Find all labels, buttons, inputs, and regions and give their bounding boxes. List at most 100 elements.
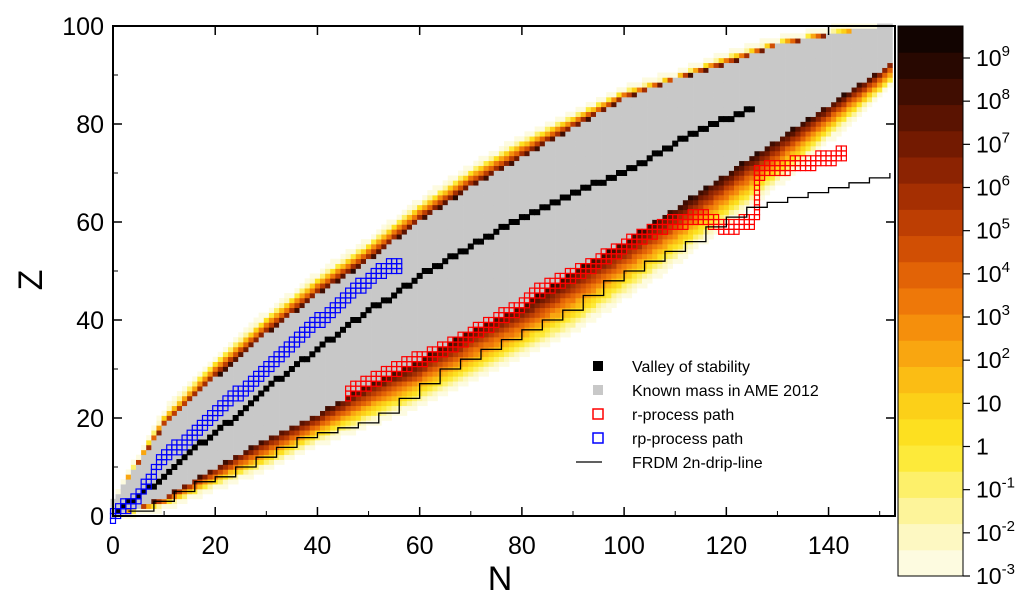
nuclide-cell <box>529 302 535 309</box>
nuclide-cell <box>529 195 535 201</box>
nuclide-cell <box>314 332 321 338</box>
nuclide-cell <box>534 155 541 162</box>
nuclide-cell <box>197 391 203 397</box>
nuclide-cell <box>688 160 694 166</box>
nuclide-cell <box>488 239 495 245</box>
nuclide-cell <box>734 180 740 186</box>
nuclide-cell <box>355 391 362 397</box>
nuclide-cell <box>166 430 173 436</box>
nuclide-cell <box>386 371 392 377</box>
nuclide-cell <box>565 116 571 122</box>
nuclide-cell <box>529 170 535 176</box>
nuclide-cell <box>667 195 673 201</box>
nuclide-cell <box>826 82 832 88</box>
nuclide-cell <box>406 337 413 343</box>
nuclide-cell <box>550 268 556 274</box>
nuclide-cell <box>146 503 152 509</box>
nuclide-cell <box>136 484 142 490</box>
nuclide-cell <box>345 263 351 269</box>
nuclide-cell <box>539 342 546 348</box>
nuclide-cell <box>749 180 755 186</box>
nuclide-cell <box>447 278 454 284</box>
nuclide-cell <box>544 297 551 304</box>
nuclide-cell <box>468 332 474 338</box>
nuclide-cell <box>739 190 745 196</box>
nuclide-cell <box>509 214 515 220</box>
nuclide-cell <box>166 400 173 407</box>
nuclide-cell <box>452 185 459 191</box>
nuclide-cell <box>432 297 438 304</box>
nuclide-cell <box>734 155 740 162</box>
nuclide-cell <box>693 209 699 215</box>
nuclide-cell <box>447 288 454 294</box>
nuclide-cell <box>534 337 541 343</box>
nuclide-cell <box>222 415 229 421</box>
nuclide-cell <box>739 180 745 186</box>
nuclide-cell <box>345 317 351 323</box>
nuclide-cell <box>217 444 224 451</box>
nuclide-cell <box>805 38 811 44</box>
nuclide-cell <box>289 391 295 397</box>
nuclide-cell <box>406 366 413 372</box>
nuclide-cell <box>580 273 587 279</box>
nuclide-cell <box>417 209 423 215</box>
nuclide-cell <box>498 150 505 157</box>
nuclide-cell <box>483 278 489 284</box>
nuclide-cell <box>590 258 597 264</box>
nuclide-cell <box>550 253 556 260</box>
nuclide-cell <box>647 82 653 88</box>
nuclide-cell <box>468 165 474 171</box>
nuclide-cell <box>769 101 776 108</box>
nuclide-cell <box>473 199 479 206</box>
nuclide-cell <box>524 131 530 137</box>
nuclide-cell <box>529 131 535 137</box>
nuclide-cell <box>483 263 489 269</box>
nuclide-cell <box>677 101 684 108</box>
nuclide-cell <box>647 136 653 142</box>
nuclide-cell <box>452 356 459 362</box>
nuclide-cell <box>360 410 367 416</box>
nuclide-cell <box>350 366 357 372</box>
nuclide-cell <box>447 204 454 211</box>
nuclide-cell <box>320 327 326 333</box>
nuclide-cell <box>294 307 300 313</box>
nuclide-cell <box>524 239 530 245</box>
nuclide-cell <box>314 302 321 309</box>
nuclide-cell <box>611 170 617 176</box>
nuclide-cell <box>176 498 183 505</box>
nuclide-cell <box>340 371 346 377</box>
nuclide-cell <box>401 258 408 264</box>
nuclide-cell <box>596 288 602 294</box>
nuclide-cell <box>708 72 714 78</box>
nuclide-cell <box>570 273 576 279</box>
nuclide-cell <box>498 351 505 358</box>
nuclide-cell <box>759 52 765 59</box>
nuclide-cell <box>345 273 351 279</box>
nuclide-cell <box>703 82 709 88</box>
nuclide-cell <box>458 258 464 264</box>
nuclide-cell <box>677 244 684 250</box>
nuclide-cell <box>386 342 392 348</box>
nuclide-cell <box>222 366 229 372</box>
nuclide-cell <box>391 337 397 343</box>
nuclide-cell <box>759 62 765 68</box>
nuclide-cell <box>657 131 663 137</box>
nuclide-cell <box>759 121 765 127</box>
nuclide-cell <box>560 150 566 157</box>
nuclide-cell <box>376 351 382 358</box>
nuclide-cell <box>667 77 673 83</box>
nuclide-cell <box>498 195 505 201</box>
nuclide-cell <box>376 391 382 397</box>
nuclide-cell <box>222 376 229 382</box>
nuclide-cell <box>427 258 433 264</box>
nuclide-cell <box>381 342 387 348</box>
nuclide-cell <box>795 43 801 49</box>
nuclide-cell <box>187 400 193 407</box>
nuclide-cell <box>790 126 796 132</box>
nuclide-cell <box>468 224 474 230</box>
nuclide-cell <box>386 239 392 245</box>
nuclide-cell <box>728 219 735 225</box>
nuclide-cell <box>166 454 173 460</box>
nuclide-cell <box>238 405 244 411</box>
nuclide-cell <box>345 366 351 372</box>
